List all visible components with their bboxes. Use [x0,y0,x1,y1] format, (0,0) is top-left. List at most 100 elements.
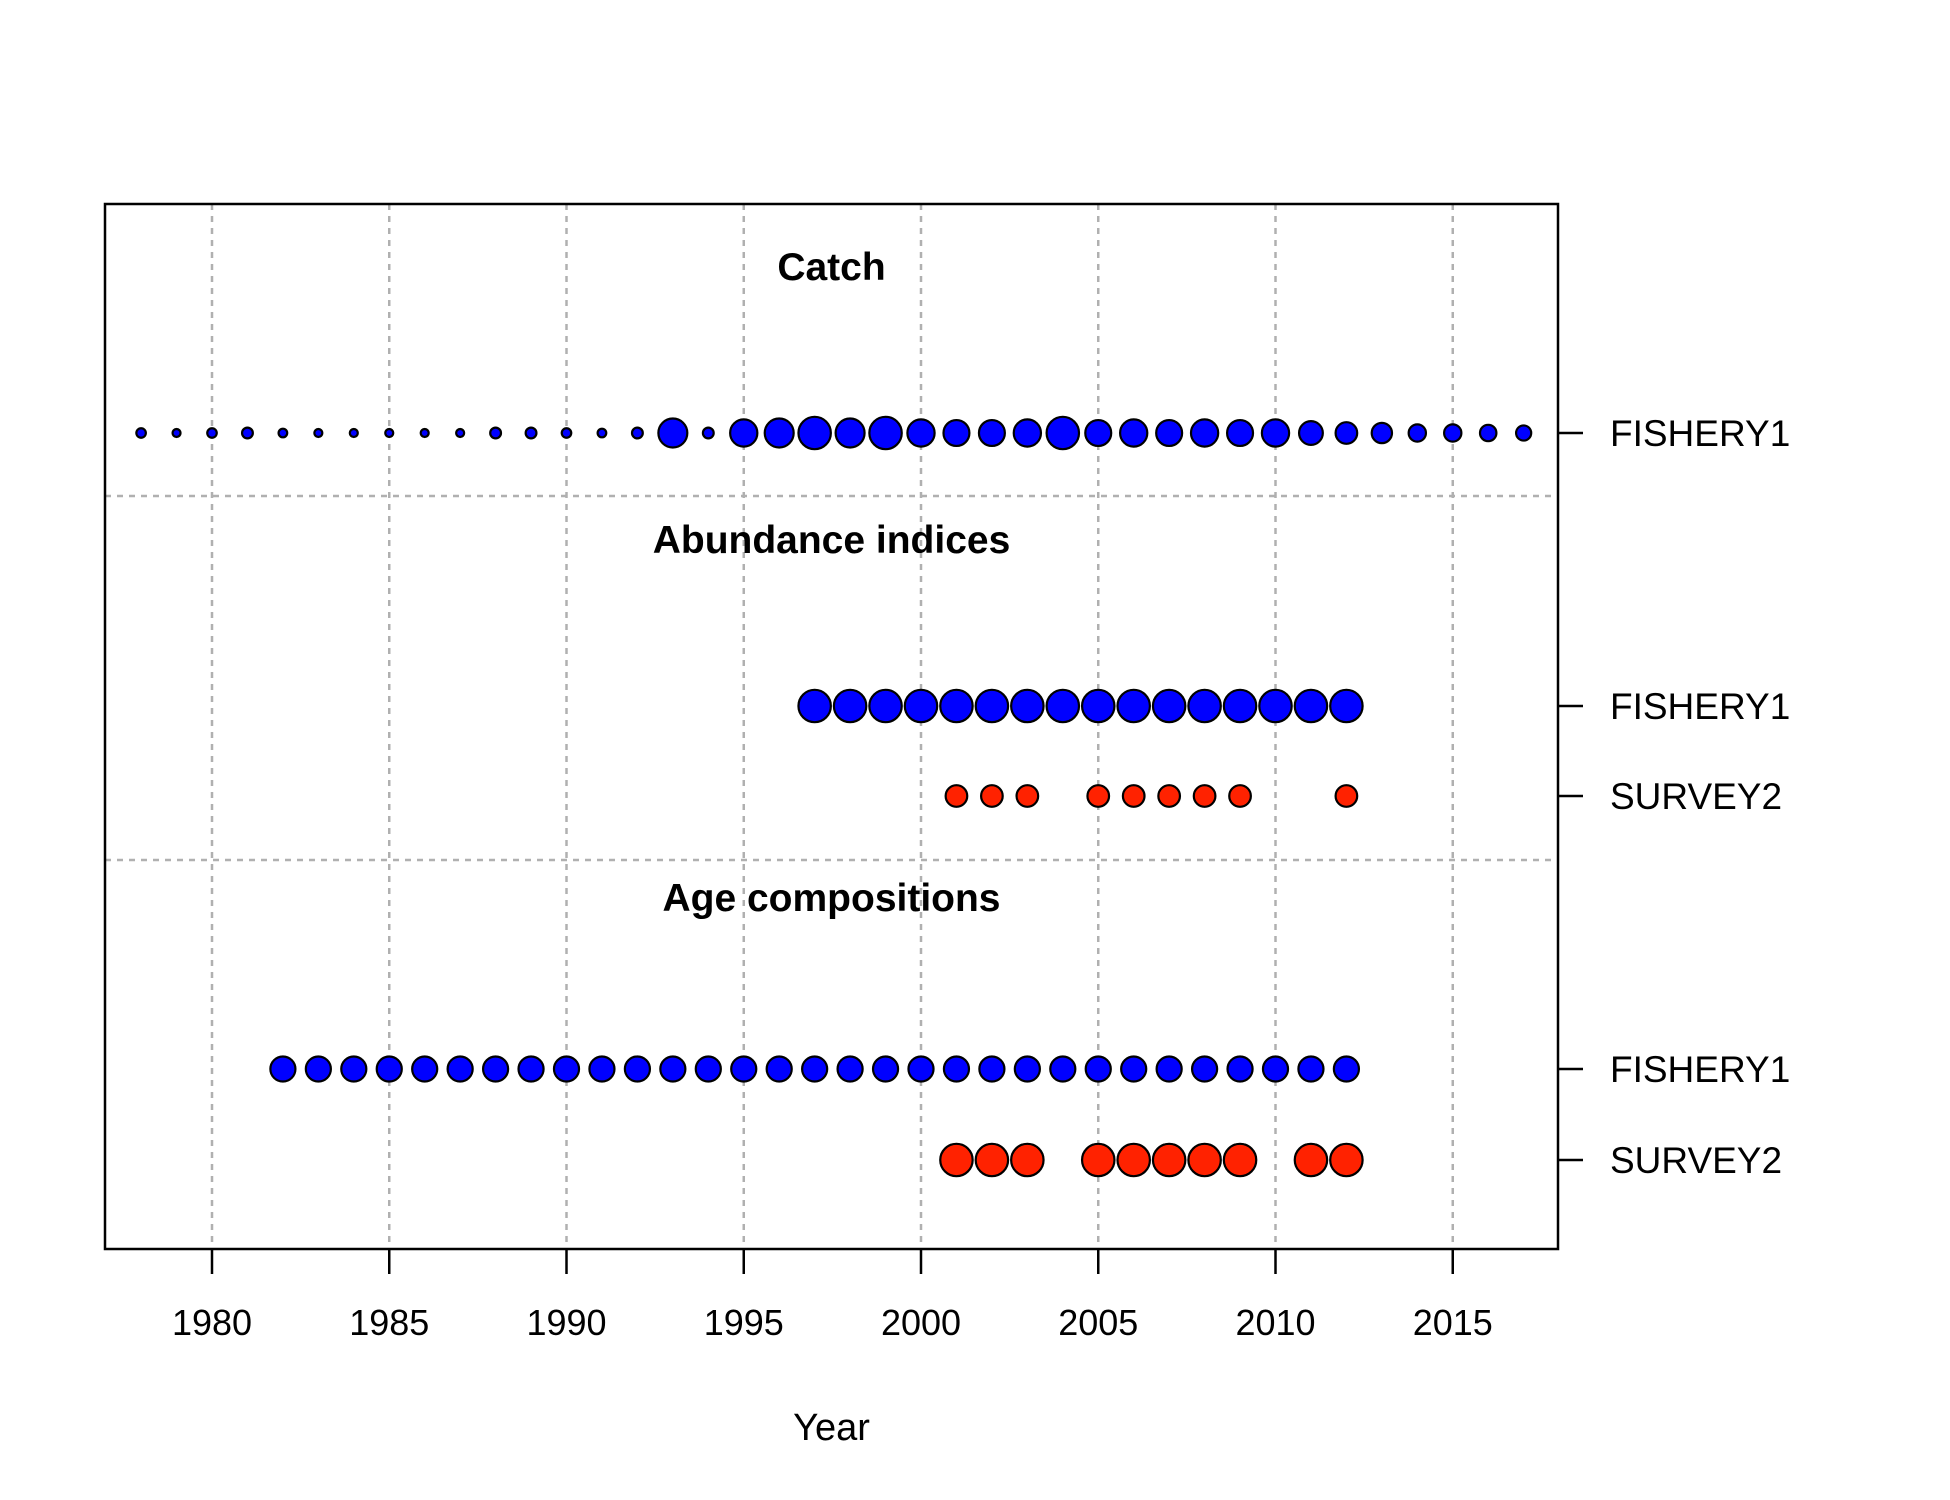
point-age-compositions-fishery1-1982 [269,1055,297,1083]
point-catch-fishery1-2016 [1478,423,1498,443]
point-catch-fishery1-1991 [596,427,608,439]
x-tick-label-1995: 1995 [704,1302,784,1343]
point-abundance-indices-survey2-2012 [1334,784,1359,808]
point-abundance-indices-fishery1-2007 [1151,688,1187,724]
point-abundance-indices-fishery1-2000 [903,688,939,724]
x-tick-label-1980: 1980 [172,1302,252,1343]
point-age-compositions-survey2-2009 [1222,1142,1258,1178]
point-catch-fishery1-2004 [1045,415,1081,451]
point-age-compositions-fishery1-2003 [1013,1055,1041,1083]
row-label-fishery1-2: FISHERY1 [1610,686,1790,727]
section-title-1: Catch [777,246,885,289]
point-abundance-indices-fishery1-2003 [1010,688,1045,724]
point-abundance-indices-survey2-2009 [1228,784,1252,808]
x-tick-label-2005: 2005 [1058,1302,1138,1343]
point-catch-fishery1-1996 [763,417,795,449]
point-age-compositions-fishery1-2012 [1332,1055,1361,1083]
point-age-compositions-fishery1-1992 [623,1055,652,1083]
point-catch-fishery1-2007 [1155,418,1184,448]
x-axis: 1980 1985 1990 1995 2000 2005 2010 2015 [172,1249,1493,1343]
point-age-compositions-survey2-2012 [1329,1142,1364,1178]
x-tick-label-2015: 2015 [1413,1302,1493,1343]
point-catch-fishery1-2014 [1407,423,1428,443]
point-abundance-indices-survey2-2007 [1157,784,1182,808]
point-age-compositions-fishery1-1998 [836,1055,864,1083]
plot-frame [103,202,1560,1251]
point-age-compositions-fishery1-1989 [517,1055,545,1083]
point-catch-fishery1-2015 [1443,423,1463,443]
point-age-compositions-fishery1-2000 [907,1055,935,1083]
point-age-compositions-fishery1-1984 [340,1055,368,1083]
data-points [135,415,1533,1178]
point-age-compositions-fishery1-2001 [942,1055,971,1083]
point-catch-fishery1-1982 [277,427,289,439]
point-catch-fishery1-1985 [384,427,395,439]
section-titles: Catch Abundance indices Age compositions [653,246,1011,920]
point-age-compositions-fishery1-1987 [446,1055,474,1083]
point-abundance-indices-fishery1-2001 [939,688,974,724]
point-age-compositions-fishery1-2011 [1297,1055,1325,1083]
point-age-compositions-fishery1-1983 [304,1055,332,1083]
point-age-compositions-survey2-2002 [974,1142,1010,1178]
x-tick-label-1990: 1990 [526,1302,606,1343]
point-catch-fishery1-1980 [206,427,218,439]
point-age-compositions-survey2-2005 [1080,1142,1116,1178]
point-catch-fishery1-1981 [240,426,254,440]
point-abundance-indices-fishery1-1998 [832,688,868,724]
point-age-compositions-fishery1-2002 [978,1055,1006,1083]
point-age-compositions-survey2-2001 [939,1142,974,1178]
point-abundance-indices-fishery1-2009 [1222,688,1258,724]
point-abundance-indices-fishery1-2011 [1293,688,1329,724]
point-abundance-indices-fishery1-2008 [1187,688,1222,724]
row-label-survey2-2: SURVEY2 [1610,776,1782,817]
point-catch-fishery1-2006 [1118,418,1149,448]
point-abundance-indices-survey2-2008 [1192,784,1217,808]
point-catch-fishery1-2012 [1334,421,1359,445]
section-title-2: Abundance indices [653,519,1011,562]
section-title-3: Age compositions [662,877,1000,920]
point-catch-fishery1-1987 [455,427,466,439]
point-catch-fishery1-1984 [348,427,359,439]
point-age-compositions-fishery1-2004 [1049,1055,1077,1083]
point-age-compositions-survey2-2011 [1293,1142,1329,1178]
point-catch-fishery1-1994 [701,426,715,440]
point-catch-fishery1-1998 [834,417,866,449]
point-catch-fishery1-2000 [906,418,936,448]
point-catch-fishery1-2011 [1297,420,1324,446]
point-catch-fishery1-1992 [630,426,644,440]
point-catch-fishery1-2008 [1189,418,1220,448]
point-age-compositions-fishery1-2009 [1226,1055,1254,1083]
point-catch-fishery1-1990 [560,427,573,439]
point-abundance-indices-survey2-2005 [1086,784,1111,808]
point-catch-fishery1-1997 [797,415,832,451]
point-abundance-indices-survey2-2003 [1015,784,1040,808]
point-age-compositions-fishery1-1999 [871,1055,900,1083]
point-age-compositions-fishery1-1993 [659,1055,687,1083]
x-tick-label-1985: 1985 [349,1302,429,1343]
grid-lines [105,204,1558,1249]
point-age-compositions-fishery1-1994 [694,1055,722,1083]
point-abundance-indices-fishery1-1999 [868,688,903,724]
point-catch-fishery1-2001 [942,418,971,448]
point-age-compositions-survey2-2003 [1010,1142,1045,1178]
point-age-compositions-fishery1-1995 [730,1055,758,1083]
point-age-compositions-fishery1-2008 [1190,1055,1219,1083]
point-abundance-indices-fishery1-2012 [1329,688,1364,724]
point-abundance-indices-survey2-2002 [980,784,1004,808]
point-catch-fishery1-2003 [1012,418,1043,448]
point-age-compositions-fishery1-2010 [1261,1055,1290,1083]
point-abundance-indices-fishery1-2002 [974,688,1010,724]
point-abundance-indices-fishery1-2010 [1258,688,1293,724]
point-age-compositions-fishery1-2005 [1084,1055,1112,1083]
x-axis-label: Year [793,1407,870,1449]
point-age-compositions-fishery1-1996 [765,1055,793,1083]
point-abundance-indices-fishery1-2004 [1045,688,1081,724]
point-age-compositions-survey2-2007 [1151,1142,1187,1178]
row-label-survey2-3: SURVEY2 [1610,1140,1782,1181]
point-catch-fishery1-1989 [524,426,538,440]
row-label-fishery1-3: FISHERY1 [1610,1049,1790,1090]
point-age-compositions-fishery1-1990 [552,1055,581,1083]
point-catch-fishery1-2009 [1225,418,1255,448]
point-abundance-indices-fishery1-1997 [797,688,832,724]
